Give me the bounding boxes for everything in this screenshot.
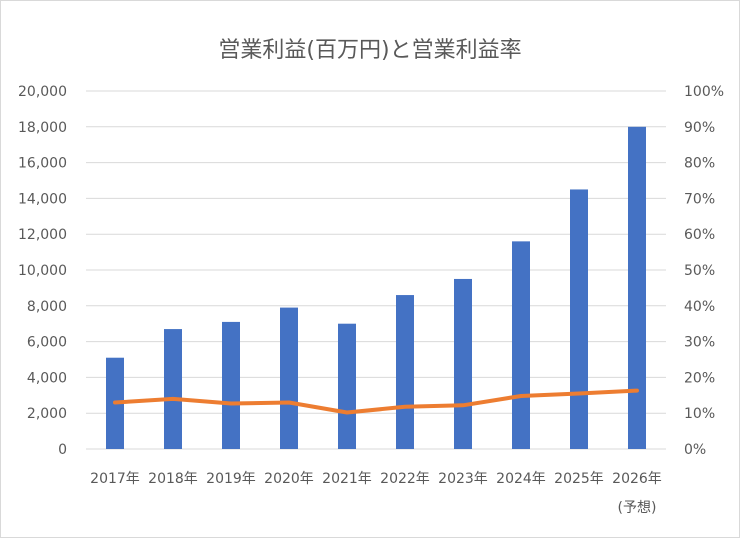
y-right-tick-label: 30% bbox=[684, 335, 715, 351]
bar bbox=[570, 189, 588, 449]
right-axis: 0% 10% 20% 30% 40% 50% 60% 70% 80% 90% 100% bbox=[684, 84, 724, 458]
y-left-tick-label: 12,000 bbox=[18, 227, 67, 243]
y-left-tick-label: 20,000 bbox=[18, 84, 67, 100]
x-tick-label: 2026年 bbox=[612, 471, 662, 487]
y-right-tick-label: 40% bbox=[684, 299, 715, 315]
line-series bbox=[115, 390, 638, 413]
bar bbox=[164, 329, 182, 449]
x-tick-label: 2018年 bbox=[148, 471, 198, 487]
line-point bbox=[289, 402, 290, 403]
bar bbox=[454, 279, 472, 449]
x-tick-label: 2025年 bbox=[554, 471, 604, 487]
x-tick-label: 2021年 bbox=[322, 471, 372, 487]
category-axis: 2017年 2018年 2019年 2020年 2021年 2022年 2023年 2024年… bbox=[90, 471, 662, 516]
line-point bbox=[463, 405, 464, 406]
y-right-tick-label: 80% bbox=[684, 156, 715, 172]
x-tick-label: 2023年 bbox=[438, 471, 488, 487]
y-left-tick-label: 6,000 bbox=[27, 335, 67, 351]
line-series-path bbox=[115, 391, 637, 413]
line-point bbox=[347, 412, 348, 413]
y-left-tick-label: 4,000 bbox=[27, 370, 67, 386]
bar bbox=[280, 308, 298, 449]
line-point bbox=[579, 393, 580, 394]
y-left-tick-label: 16,000 bbox=[18, 156, 67, 172]
y-left-tick-label: 2,000 bbox=[27, 406, 67, 422]
left-axis: 0 2,000 4,000 6,000 8,000 10,000 12,000 14,000 1… bbox=[18, 84, 67, 458]
x-tick-note: (予想) bbox=[618, 500, 657, 516]
x-tick-label: 2019年 bbox=[206, 471, 256, 487]
y-left-tick-label: 18,000 bbox=[18, 120, 67, 136]
y-right-tick-label: 60% bbox=[684, 227, 715, 243]
line-point bbox=[231, 403, 232, 404]
y-right-tick-label: 0% bbox=[684, 442, 706, 458]
x-tick-label: 2020年 bbox=[264, 471, 314, 487]
line-point bbox=[637, 390, 638, 391]
line-point bbox=[173, 398, 174, 399]
y-left-tick-label: 14,000 bbox=[18, 191, 67, 207]
y-right-tick-label: 90% bbox=[684, 120, 715, 136]
chart-title: 営業利益(百万円)と営業利益率 bbox=[218, 38, 521, 63]
y-right-tick-label: 20% bbox=[684, 370, 715, 386]
line-point bbox=[115, 402, 116, 403]
x-tick-label: 2022年 bbox=[380, 471, 430, 487]
y-right-tick-label: 10% bbox=[684, 406, 715, 422]
y-right-tick-label: 100% bbox=[684, 84, 724, 100]
bar bbox=[628, 127, 646, 449]
x-tick-label: 2024年 bbox=[496, 471, 546, 487]
line-point bbox=[405, 406, 406, 407]
y-left-tick-label: 0 bbox=[58, 442, 67, 458]
line-point bbox=[521, 396, 522, 397]
bar bbox=[222, 322, 240, 449]
y-right-tick-label: 70% bbox=[684, 191, 715, 207]
y-left-tick-label: 8,000 bbox=[27, 299, 67, 315]
bar bbox=[396, 295, 414, 449]
bar bbox=[512, 241, 530, 449]
bar bbox=[338, 324, 356, 449]
y-left-tick-label: 10,000 bbox=[18, 263, 67, 279]
x-tick-label: 2017年 bbox=[90, 471, 140, 487]
y-right-tick-label: 50% bbox=[684, 263, 715, 279]
